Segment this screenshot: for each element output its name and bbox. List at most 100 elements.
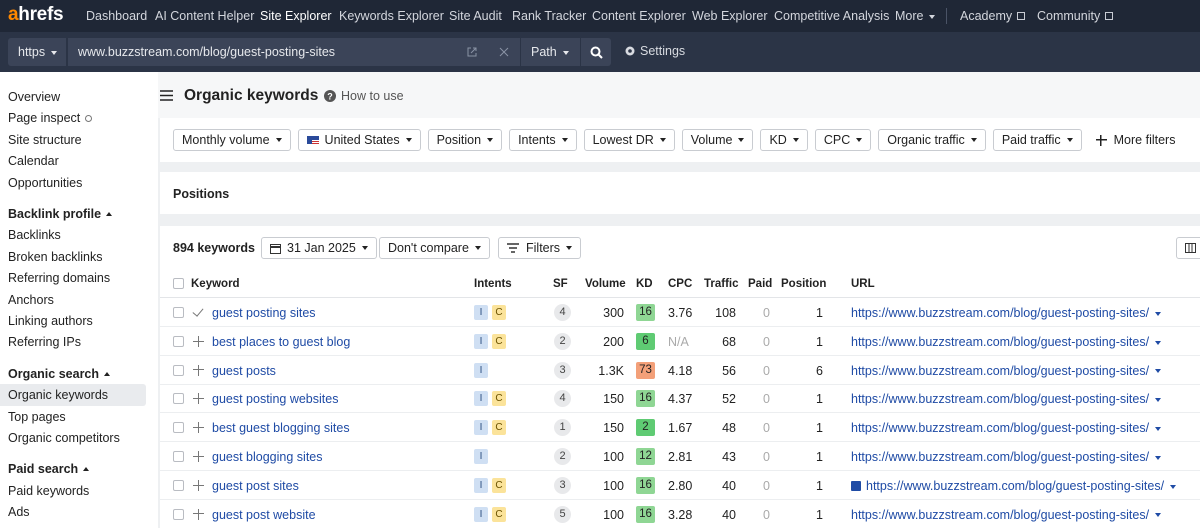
filter-button[interactable]: KD: [760, 129, 808, 151]
column-header[interactable]: Position: [781, 278, 827, 290]
url-link[interactable]: https://www.buzzstream.com/blog/guest-po…: [851, 364, 1162, 378]
filter-button[interactable]: Organic traffic: [878, 129, 986, 151]
checkbox[interactable]: [173, 451, 184, 462]
caret: [1155, 513, 1162, 518]
nav-item[interactable]: Rank Tracker: [512, 9, 586, 23]
keyword[interactable]: best places to guest blog: [212, 334, 351, 349]
column-header[interactable]: Intents: [474, 278, 512, 290]
filter-button[interactable]: Volume: [681, 129, 754, 151]
plus-icon[interactable]: [193, 422, 204, 434]
url-link[interactable]: https://www.buzzstream.com/blog/guest-po…: [851, 392, 1162, 406]
nav-item[interactable]: AI Content Helper: [155, 9, 254, 23]
url-link[interactable]: https://www.buzzstream.com/blog/guest-po…: [866, 479, 1177, 493]
url-link[interactable]: https://www.buzzstream.com/blog/guest-po…: [851, 508, 1162, 522]
filter-button[interactable]: Paid traffic: [992, 129, 1082, 151]
checkbox[interactable]: [173, 307, 184, 318]
url-input[interactable]: www.buzzstream.com/blog/guest-posting-si…: [68, 38, 520, 66]
url-link[interactable]: https://www.buzzstream.com/blog/guest-po…: [851, 306, 1162, 320]
sidebar-item[interactable]: Broken backlinks: [8, 250, 103, 264]
keyword[interactable]: best guest blogging sites: [212, 421, 350, 436]
sidebar-item[interactable]: Organic keywords: [8, 388, 108, 402]
protocol-select[interactable]: https: [8, 38, 66, 66]
sidebar-item[interactable]: Backlinks: [8, 228, 61, 242]
more-filters[interactable]: More filters: [1095, 133, 1175, 147]
sidebar-item[interactable]: Paid keywords: [8, 484, 89, 498]
plus-icon[interactable]: [193, 479, 204, 491]
nav-item[interactable]: Competitive Analysis: [774, 9, 889, 23]
sidebar-item[interactable]: Anchors: [8, 293, 54, 307]
nav-item[interactable]: Site Explorer: [260, 9, 332, 23]
column-header[interactable]: Traffic: [704, 278, 739, 290]
sidebar-item[interactable]: Referring domains: [8, 271, 110, 285]
keyword[interactable]: guest posting websites: [212, 392, 339, 407]
filter-button[interactable]: Monthly volume: [173, 129, 291, 151]
column-header[interactable]: Paid: [748, 278, 773, 290]
keyword[interactable]: guest post sites: [212, 478, 299, 493]
filter-button[interactable]: Intents: [509, 129, 577, 151]
nav-link[interactable]: Academy: [960, 9, 1026, 23]
column-header[interactable]: Keyword: [191, 278, 240, 290]
sidebar-item[interactable]: Top pages: [8, 410, 66, 424]
checkbox[interactable]: [173, 278, 184, 289]
compare-select[interactable]: Don't compare: [379, 237, 490, 259]
sidebar-item[interactable]: Calendar: [8, 154, 59, 168]
sidebar-item[interactable]: Organic competitors: [8, 431, 120, 445]
nav-item[interactable]: Keywords Explorer: [339, 9, 444, 23]
column-header[interactable]: URL: [851, 278, 875, 290]
checkbox[interactable]: [173, 422, 184, 434]
sidebar-item[interactable]: Opportunities: [8, 176, 82, 190]
sidebar-item[interactable]: Site structure: [8, 133, 82, 147]
url-link[interactable]: https://www.buzzstream.com/blog/guest-po…: [851, 335, 1162, 349]
nav-item[interactable]: Site Audit: [449, 9, 502, 23]
column-header[interactable]: SF: [553, 278, 568, 290]
keyword[interactable]: guest post website: [212, 507, 316, 522]
column-header[interactable]: CPC: [668, 278, 693, 290]
sidebar-item[interactable]: Ads: [8, 505, 30, 519]
checkbox[interactable]: [173, 335, 184, 347]
columns-button[interactable]: [1176, 237, 1200, 259]
plus-icon[interactable]: [193, 364, 204, 376]
checkbox[interactable]: [173, 479, 184, 491]
sidebar-section[interactable]: Paid search: [8, 462, 90, 476]
settings[interactable]: Settings: [624, 44, 685, 58]
plus-icon[interactable]: [193, 508, 204, 520]
nav-item[interactable]: More: [895, 9, 936, 23]
sidebar-item[interactable]: Page inspect: [8, 111, 93, 125]
filters-button[interactable]: Filters: [498, 237, 582, 259]
checkbox[interactable]: [173, 508, 184, 520]
date-select[interactable]: 31 Jan 2025: [261, 237, 377, 259]
column-header[interactable]: KD: [636, 278, 653, 290]
nav-link[interactable]: Community: [1037, 9, 1114, 23]
sidebar-section[interactable]: Organic search: [8, 367, 111, 381]
intent-badge: I: [474, 333, 488, 349]
how-to-use[interactable]: ? How to use: [324, 89, 404, 103]
sidebar-section[interactable]: Backlink profile: [8, 207, 113, 221]
search-button[interactable]: [581, 38, 611, 66]
plus-icon[interactable]: [193, 393, 204, 405]
checkbox[interactable]: [173, 364, 184, 376]
sidebar-item[interactable]: Linking authors: [8, 314, 93, 328]
mode-select[interactable]: Path: [521, 38, 580, 66]
nav-item[interactable]: Web Explorer: [692, 9, 768, 23]
filter-button[interactable]: CPC: [814, 129, 872, 151]
keyword[interactable]: guest posts: [212, 363, 276, 378]
menu-icon[interactable]: [160, 90, 173, 101]
traffic: 40: [722, 507, 736, 522]
logo[interactable]: ahrefs: [8, 4, 64, 25]
filter-button[interactable]: United States: [297, 129, 421, 151]
keyword[interactable]: guest posting sites: [212, 306, 316, 320]
keyword[interactable]: guest blogging sites: [212, 450, 323, 464]
url-link[interactable]: https://www.buzzstream.com/blog/guest-po…: [851, 421, 1162, 435]
sidebar-label: Calendar: [8, 154, 59, 169]
plus-icon[interactable]: [193, 335, 204, 347]
filter-button[interactable]: Position: [427, 129, 503, 151]
url-link[interactable]: https://www.buzzstream.com/blog/guest-po…: [851, 450, 1162, 464]
plus-icon[interactable]: [193, 451, 204, 462]
column-header[interactable]: Volume: [585, 278, 626, 290]
sidebar-item[interactable]: Overview: [8, 90, 60, 104]
filter-button[interactable]: Lowest DR: [583, 129, 675, 151]
sidebar-item[interactable]: Referring IPs: [8, 335, 81, 349]
nav-item[interactable]: Content Explorer: [592, 9, 686, 23]
checkbox[interactable]: [173, 393, 184, 405]
nav-item[interactable]: Dashboard: [86, 9, 147, 23]
